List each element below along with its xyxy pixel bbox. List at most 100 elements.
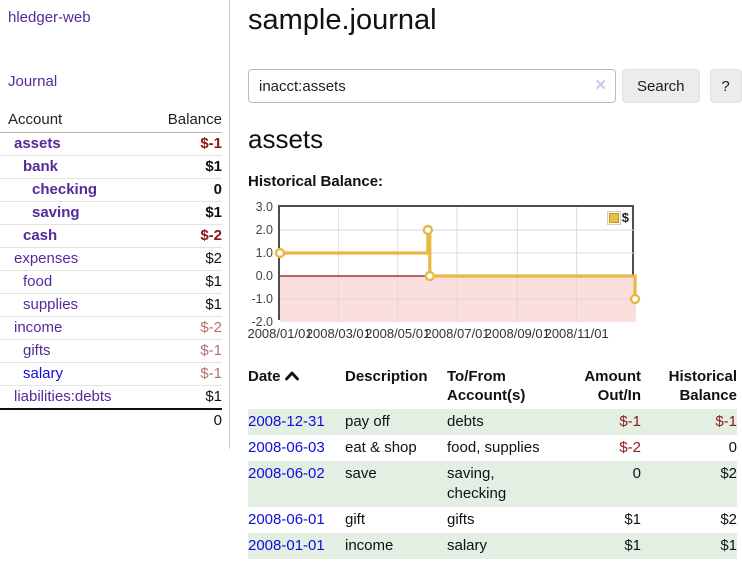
- accounts-column-header: To/From Account(s): [447, 368, 526, 404]
- register-row: 2008-06-02 save saving, checking 0 $2: [248, 461, 737, 507]
- transaction-balance: $2: [720, 511, 737, 528]
- account-row: saving $1: [0, 201, 222, 225]
- account-row: liabilities:debts $1: [0, 385, 222, 409]
- search-button[interactable]: Search: [622, 69, 700, 103]
- description-column-header: Description: [345, 368, 428, 385]
- transaction-amount: $-1: [619, 413, 641, 430]
- register-section: Date Description To/From Account(s) Amou…: [248, 366, 742, 559]
- account-balance: 0: [149, 178, 222, 202]
- transaction-date-link[interactable]: 2008-06-01: [248, 511, 325, 528]
- x-tick-label: 2008/07/01: [424, 326, 490, 341]
- main-content: sample.journal ✕ Search ? assets Histori…: [247, 0, 742, 559]
- account-row: cash $-2: [0, 224, 222, 248]
- account-link[interactable]: assets: [14, 135, 61, 152]
- transaction-accounts: salary: [447, 537, 488, 554]
- amount-column-header: Amount Out/In: [584, 368, 641, 404]
- account-row: gifts $-1: [0, 339, 222, 363]
- chart-legend: $: [606, 210, 629, 225]
- legend-swatch-frame: [606, 210, 621, 225]
- transaction-description: pay off: [345, 413, 390, 430]
- transaction-date-link[interactable]: 2008-12-31: [248, 413, 325, 430]
- account-balance: $1: [149, 293, 222, 317]
- transaction-balance: $2: [720, 465, 737, 482]
- account-balance: $-2: [149, 224, 222, 248]
- y-tick-label: -2.0: [251, 315, 273, 329]
- y-tick-label: 1.0: [255, 246, 273, 260]
- account-link[interactable]: salary: [23, 365, 64, 382]
- account-row: expenses $2: [0, 247, 222, 271]
- transaction-date-link[interactable]: 2008-06-03: [248, 439, 325, 456]
- y-tick-label: 2.0: [255, 223, 273, 237]
- sidebar: hledger-web Journal Account Balance asse…: [0, 0, 230, 449]
- transaction-accounts: gifts: [447, 511, 475, 528]
- transaction-description: eat & shop: [345, 439, 417, 456]
- search-row: ✕ Search ?: [248, 69, 742, 103]
- help-button[interactable]: ?: [709, 69, 742, 103]
- register-row: 2008-01-01 income salary $1 $1: [248, 533, 737, 559]
- chart-x-axis-labels: 2008/01/01 2008/03/01 2008/05/01 2008/07/01…: [247, 326, 636, 341]
- account-row: assets $-1: [0, 133, 222, 156]
- chart-heading: Historical Balance:: [248, 173, 384, 190]
- account-balance: $1: [149, 155, 222, 179]
- account-row: income $-2: [0, 316, 222, 340]
- account-link[interactable]: expenses: [14, 250, 79, 267]
- account-link[interactable]: gifts: [23, 342, 51, 359]
- sidebar-item-journal[interactable]: Journal: [8, 73, 58, 90]
- account-balance: $-2: [149, 316, 222, 340]
- x-tick-label: 2008/11/01: [544, 326, 609, 341]
- x-tick-label: 2008/03/01: [305, 326, 371, 341]
- account-balance: $2: [149, 247, 222, 271]
- transaction-description: gift: [345, 511, 366, 528]
- balance-column-header-main: Historical Balance: [668, 368, 737, 404]
- accounts-total-spacer: [0, 408, 150, 432]
- transaction-balance: 0: [728, 439, 737, 456]
- historical-balance-chart: 3.0 2.0 1.0 0.0 -1.0 -2.0 $ 2008/01/01 2008/03…: [247, 200, 742, 341]
- register-row: 2008-06-03 eat & shop food, supplies $-2 0: [248, 435, 737, 461]
- account-column-header: Account: [0, 108, 150, 133]
- transaction-balance: $-1: [715, 413, 737, 430]
- y-tick-label: -1.0: [251, 292, 273, 306]
- register-table-header: Date Description To/From Account(s) Amou…: [248, 366, 737, 409]
- legend-label: $: [621, 210, 629, 225]
- account-balance: $1: [149, 385, 222, 409]
- account-link[interactable]: bank: [23, 158, 59, 175]
- account-link[interactable]: checking: [32, 181, 98, 198]
- accounts-table: Account Balance assets $-1 bank $1 checking 0…: [0, 108, 222, 432]
- date-column-header[interactable]: Date: [248, 366, 345, 409]
- transaction-date-link[interactable]: 2008-06-02: [248, 465, 325, 482]
- clear-search-icon[interactable]: ✕: [594, 77, 607, 94]
- search-box: ✕: [248, 69, 616, 103]
- page-title: sample.journal: [248, 4, 437, 36]
- account-link[interactable]: saving: [32, 204, 80, 221]
- account-link[interactable]: liabilities:debts: [14, 388, 112, 405]
- chart-plot-area: $: [274, 205, 641, 322]
- transaction-description: income: [345, 537, 394, 554]
- search-input[interactable]: [248, 69, 616, 103]
- transaction-amount: $1: [624, 537, 641, 554]
- register-row: 2008-12-31 pay off debts $-1 $-1: [248, 409, 737, 435]
- account-link[interactable]: supplies: [23, 296, 79, 313]
- x-tick-label: 2008/01/01: [247, 326, 313, 341]
- legend-swatch: [608, 212, 619, 223]
- sort-ascending-icon: [284, 371, 299, 381]
- x-tick-label: 2008/09/01: [484, 326, 550, 341]
- account-balance: $1: [149, 270, 222, 294]
- account-link[interactable]: income: [14, 319, 63, 336]
- account-link[interactable]: cash: [23, 227, 58, 244]
- register-row: 2008-06-01 gift gifts $1 $2: [248, 507, 737, 533]
- account-row: bank $1: [0, 155, 222, 179]
- transaction-amount: $-2: [619, 439, 641, 456]
- account-row: food $1: [0, 270, 222, 294]
- account-row: salary $-1: [0, 362, 222, 386]
- accounts-table-header: Account Balance: [0, 108, 222, 133]
- transaction-amount: $1: [624, 511, 641, 528]
- balance-column-header: Balance: [149, 108, 222, 133]
- y-tick-label: 3.0: [255, 200, 273, 214]
- x-tick-label: 2008/05/01: [365, 326, 431, 341]
- app-title-link[interactable]: hledger-web: [8, 9, 91, 26]
- account-balance: $-1: [149, 362, 222, 386]
- transaction-date-link[interactable]: 2008-01-01: [248, 537, 325, 554]
- account-link[interactable]: food: [23, 273, 53, 290]
- transaction-accounts: saving, checking: [447, 465, 507, 502]
- account-balance: $-1: [200, 135, 222, 152]
